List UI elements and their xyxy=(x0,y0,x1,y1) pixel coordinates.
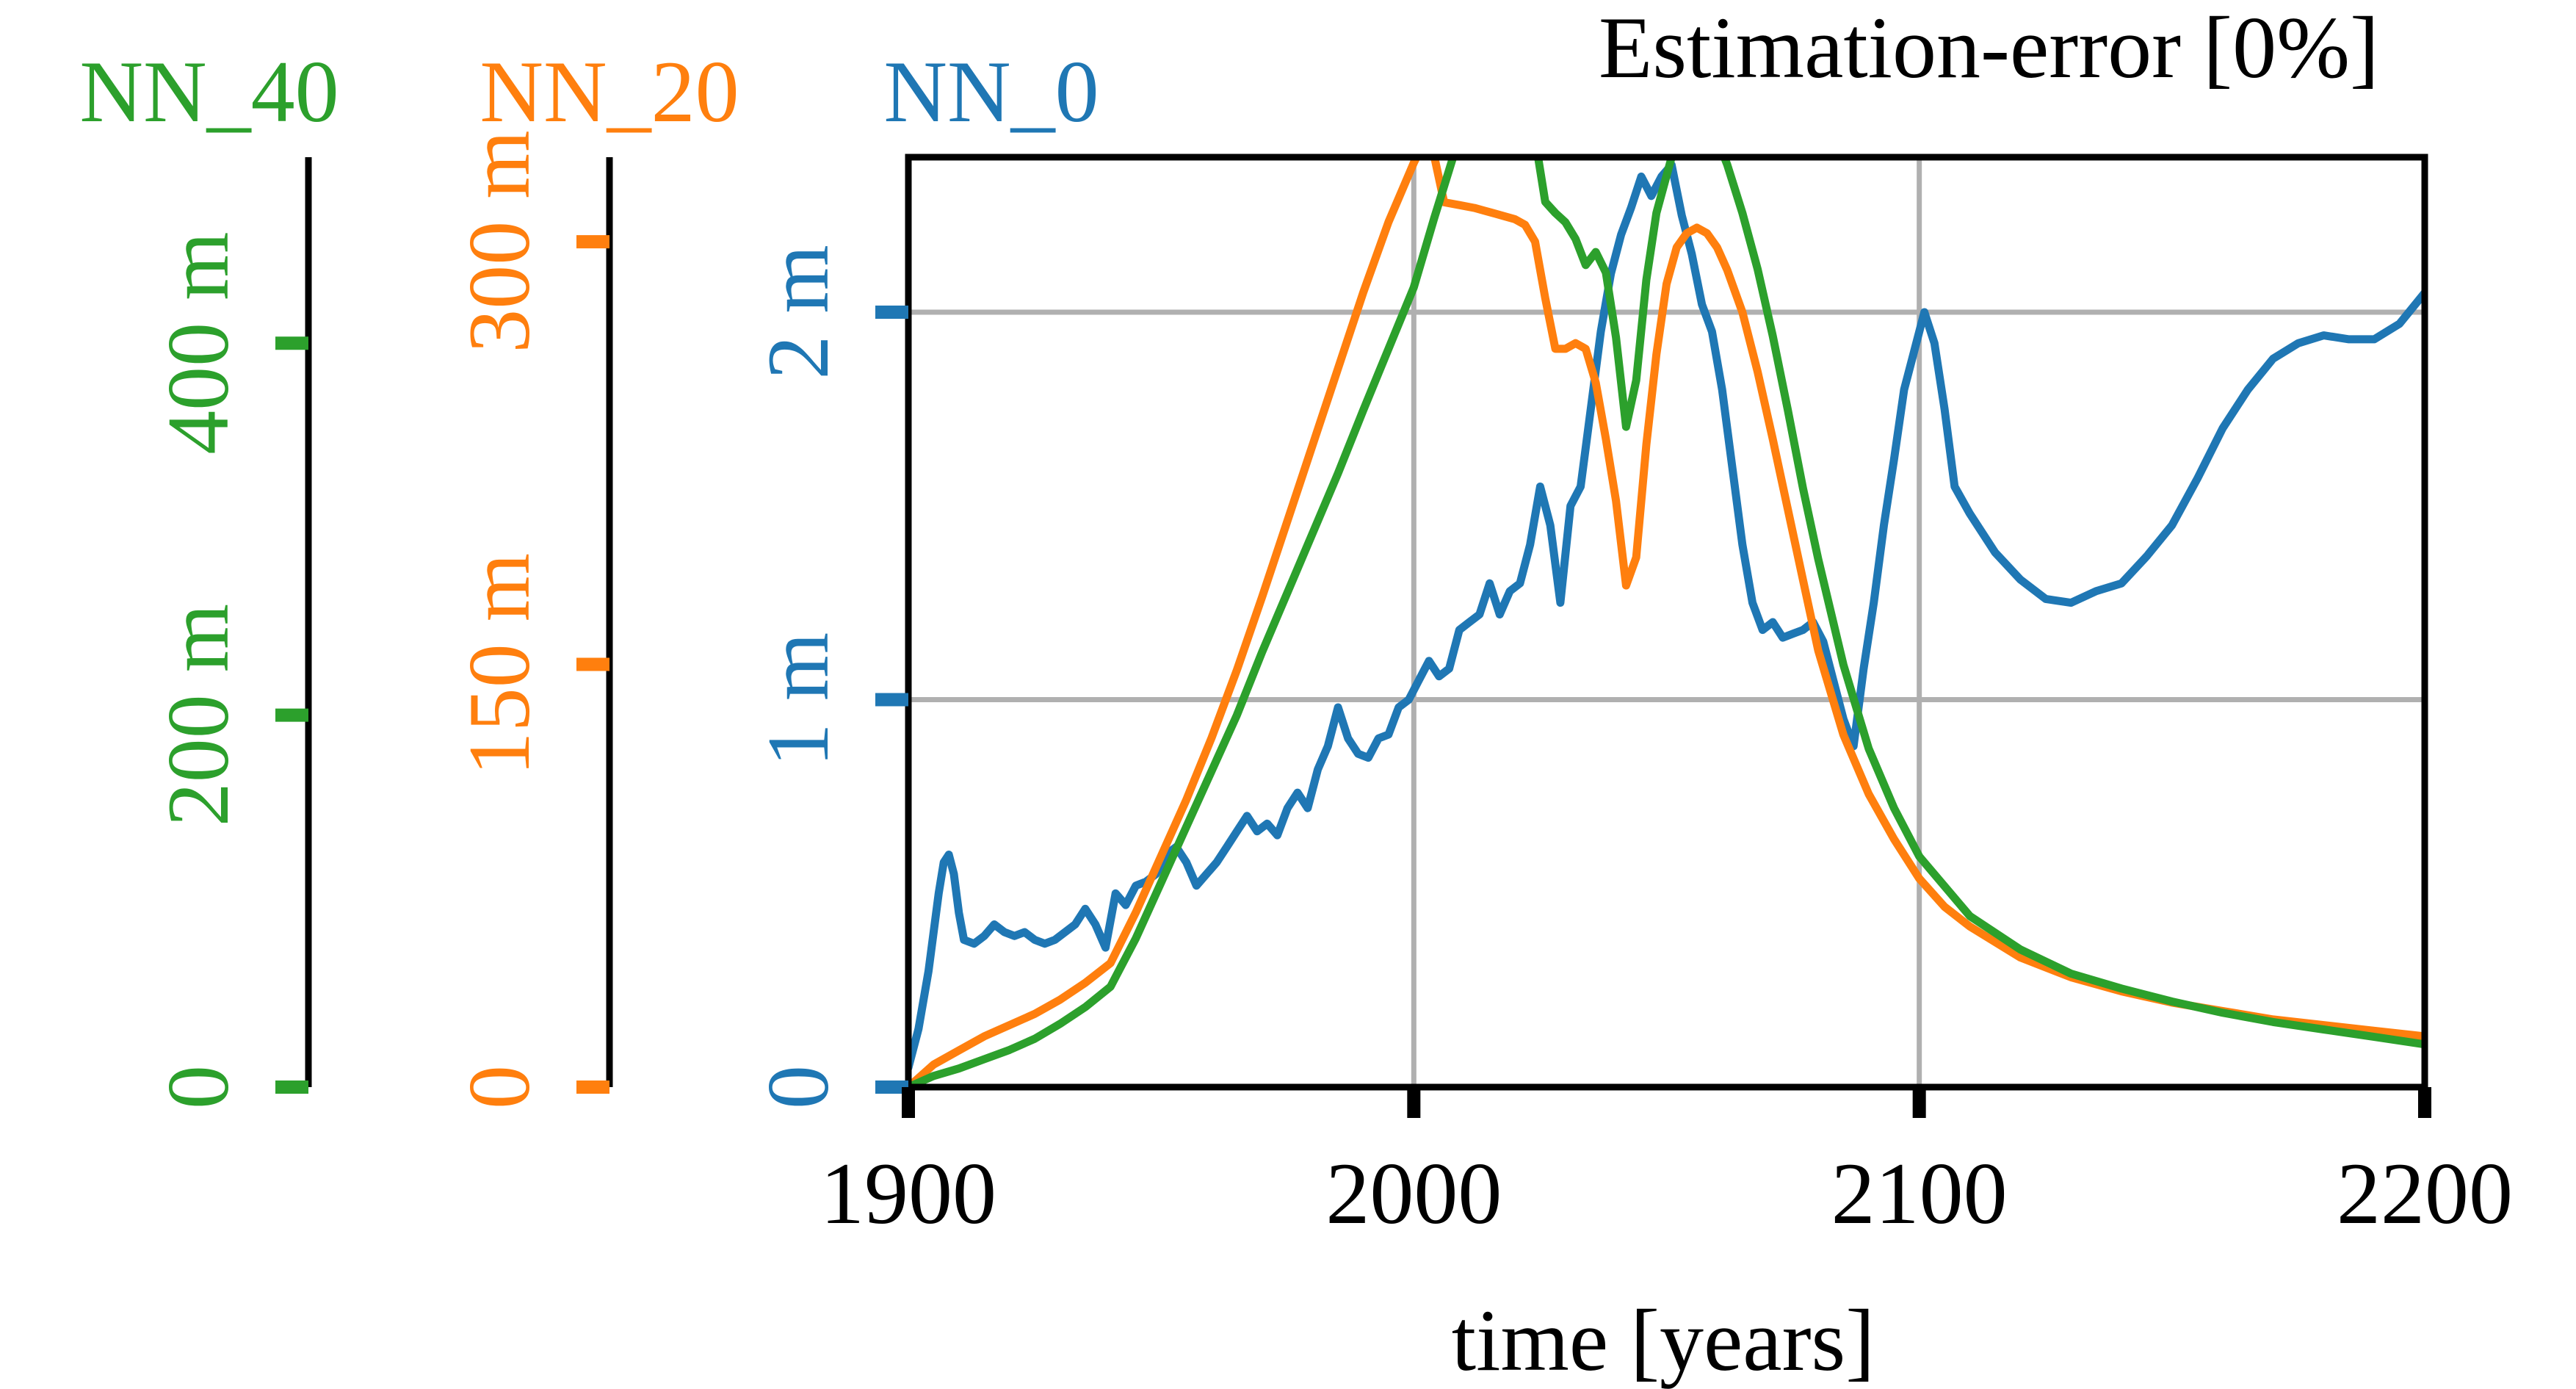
series-line-nn-40 xyxy=(908,157,2425,1087)
x-axis: 1900 2000 2100 2200 xyxy=(820,1087,2513,1242)
y-axis-nn-40: NN_40 0 200 m 400 m xyxy=(79,43,339,1109)
plot-border xyxy=(905,154,2428,1091)
chart-title: Estimation-error [0%] xyxy=(1599,0,2379,96)
y-tick-label: 400 m xyxy=(149,232,247,455)
y-tick-label: 2 m xyxy=(749,245,847,379)
y-tick-label: 1 m xyxy=(749,632,847,767)
x-tick-label: 2100 xyxy=(1831,1144,2008,1242)
y-axes: NN_40 0 200 m 400 m NN_20 0 150 m 300 m NN_0 0 1 m… xyxy=(79,43,1099,1109)
plot-frame xyxy=(905,154,2428,1091)
series-lines xyxy=(908,157,2425,1087)
y-tick-label: 0 xyxy=(450,1065,548,1109)
y-axis-name: NN_0 xyxy=(883,43,1099,140)
y-axis-nn-0: NN_0 0 1 m 2 m xyxy=(749,43,1099,1109)
x-tick-label: 2000 xyxy=(1325,1144,1502,1242)
y-tick-label: 0 xyxy=(149,1065,247,1109)
y-tick-label: 0 xyxy=(749,1065,847,1109)
series-line-nn-0 xyxy=(908,161,2425,1072)
y-tick-label: 300 m xyxy=(450,130,548,353)
y-tick-label: 150 m xyxy=(450,553,548,776)
y-axis-name: NN_20 xyxy=(480,43,739,140)
y-tick-label: 200 m xyxy=(149,604,247,826)
x-axis-label: time [years] xyxy=(1452,1291,1875,1389)
y-axis-name: NN_40 xyxy=(79,43,339,140)
x-tick-label: 1900 xyxy=(820,1144,996,1242)
x-tick-label: 2200 xyxy=(2337,1144,2513,1242)
y-axis-nn-20: NN_20 0 150 m 300 m xyxy=(450,43,739,1109)
series-line-nn-20 xyxy=(908,157,2425,1087)
